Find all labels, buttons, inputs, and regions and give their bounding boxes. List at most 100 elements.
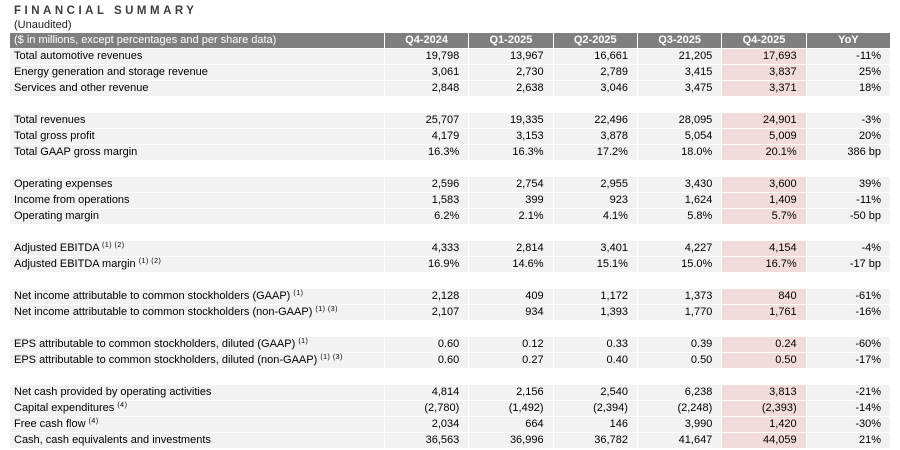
value-cell: 18.0% (637, 145, 723, 161)
value-cell: (2,394) (553, 401, 638, 417)
value-cell: 3,430 (637, 177, 723, 193)
footnote-superscript: (1) (298, 338, 309, 345)
column-header: Q3-2025 (637, 33, 723, 49)
value-cell: 386 bp (806, 145, 891, 161)
value-cell: -61% (806, 289, 891, 305)
row-label: Free cash flow (4) (10, 417, 385, 433)
footnote-superscript: (1) (2) (102, 242, 125, 249)
value-cell: 0.50 (637, 353, 723, 369)
value-cell: -50 bp (806, 209, 891, 225)
value-cell: (2,393) (722, 401, 807, 417)
value-cell: 1,172 (553, 289, 638, 305)
value-cell: 3,371 (722, 81, 807, 97)
value-cell: 2,789 (553, 65, 638, 81)
value-cell: 0.50 (722, 353, 807, 369)
value-cell: 39% (806, 177, 891, 193)
table-row: EPS attributable to common stockholders,… (10, 337, 891, 353)
value-cell: -16% (806, 305, 891, 321)
section-spacer (10, 161, 890, 177)
value-cell: 840 (722, 289, 807, 305)
value-cell: 3,878 (553, 129, 638, 145)
value-cell: 2,156 (469, 385, 554, 401)
value-cell: 36,782 (553, 433, 638, 449)
table-row: Net cash provided by operating activitie… (10, 385, 891, 401)
table-row: Total automotive revenues 19,798 13,967 16,… (10, 49, 891, 65)
column-header: Q4-2025 (722, 33, 807, 49)
value-cell: 399 (469, 193, 554, 209)
value-cell: 3,475 (637, 81, 723, 97)
value-cell: 36,563 (384, 433, 470, 449)
value-cell: 409 (469, 289, 554, 305)
table-row: Adjusted EBITDA margin (1) (2) 16.9% 14.6%… (10, 257, 891, 273)
table-row: Total GAAP gross margin 16.3% 16.3% 17.2% 18… (10, 145, 891, 161)
value-cell: 1,770 (637, 305, 723, 321)
value-cell: 2.1% (469, 209, 554, 225)
footnote-superscript: (1) (3) (320, 354, 343, 361)
table-row: Total gross profit 4,179 3,153 3,878 5,054 5,… (10, 129, 891, 145)
value-cell: 13,967 (469, 49, 554, 65)
value-cell: 1,420 (722, 417, 807, 433)
value-cell: 28,095 (637, 113, 723, 129)
value-cell: 3,061 (384, 65, 470, 81)
value-cell: 2,730 (469, 65, 554, 81)
table-row: EPS attributable to common stockholders,… (10, 353, 891, 369)
value-cell: -11% (806, 193, 891, 209)
value-cell: 4,333 (384, 241, 470, 257)
row-label: Total gross profit (10, 129, 385, 145)
table-units-note: ($ in millions, except percentages and p… (10, 33, 385, 49)
value-cell: 24,901 (722, 113, 807, 129)
value-cell: 3,837 (722, 65, 807, 81)
value-cell: 1,761 (722, 305, 807, 321)
section-spacer (10, 273, 890, 289)
table-row: Adjusted EBITDA (1) (2) 4,333 2,814 3,401 4,… (10, 241, 891, 257)
value-cell: 6.2% (384, 209, 470, 225)
value-cell: 25% (806, 65, 891, 81)
value-cell: 3,153 (469, 129, 554, 145)
row-label: EPS attributable to common stockholders,… (10, 353, 385, 369)
row-label: Net income attributable to common stockh… (10, 305, 385, 321)
value-cell: 17,693 (722, 49, 807, 65)
value-cell: (1,492) (469, 401, 554, 417)
value-cell: 16,661 (553, 49, 638, 65)
value-cell: 2,814 (469, 241, 554, 257)
value-cell: 3,990 (637, 417, 723, 433)
row-label: Net income attributable to common stockh… (10, 289, 385, 305)
row-label: Capital expenditures (4) (10, 401, 385, 417)
value-cell: 16.9% (384, 257, 470, 273)
row-label: Total automotive revenues (10, 49, 385, 65)
value-cell: 5.7% (722, 209, 807, 225)
value-cell: 0.12 (469, 337, 554, 353)
value-cell: 41,647 (637, 433, 723, 449)
value-cell: 16.3% (384, 145, 470, 161)
value-cell: 3,813 (722, 385, 807, 401)
value-cell: 15.0% (637, 257, 723, 273)
value-cell: 1,393 (553, 305, 638, 321)
value-cell: 17.2% (553, 145, 638, 161)
row-label: Net cash provided by operating activitie… (10, 385, 385, 401)
table-row: Energy generation and storage revenue 3,0… (10, 65, 891, 81)
value-cell: 0.60 (384, 353, 470, 369)
value-cell: 3,046 (553, 81, 638, 97)
value-cell: 2,128 (384, 289, 470, 305)
table-row: Total revenues 25,707 19,335 22,496 28,095 24… (10, 113, 891, 129)
value-cell: 4,814 (384, 385, 470, 401)
value-cell: 3,401 (553, 241, 638, 257)
value-cell: 14.6% (469, 257, 554, 273)
row-label: Energy generation and storage revenue (10, 65, 385, 81)
value-cell: 146 (553, 417, 638, 433)
value-cell: 2,848 (384, 81, 470, 97)
value-cell: 6,238 (637, 385, 723, 401)
value-cell: 19,335 (469, 113, 554, 129)
section-spacer (10, 369, 890, 385)
row-label: Services and other revenue (10, 81, 385, 97)
footnote-superscript: (1) (2) (138, 258, 162, 265)
value-cell: 18% (806, 81, 891, 97)
value-cell: -4% (806, 241, 891, 257)
value-cell: 0.40 (553, 353, 638, 369)
value-cell: 3,600 (722, 177, 807, 193)
row-label: Cash, cash equivalents and investments (10, 433, 385, 449)
row-label: EPS attributable to common stockholders,… (10, 337, 385, 353)
value-cell: 2,596 (384, 177, 470, 193)
table-row: Free cash flow (4) 2,034 664 146 3,990 1,420-… (10, 417, 891, 433)
value-cell: (2,780) (384, 401, 470, 417)
